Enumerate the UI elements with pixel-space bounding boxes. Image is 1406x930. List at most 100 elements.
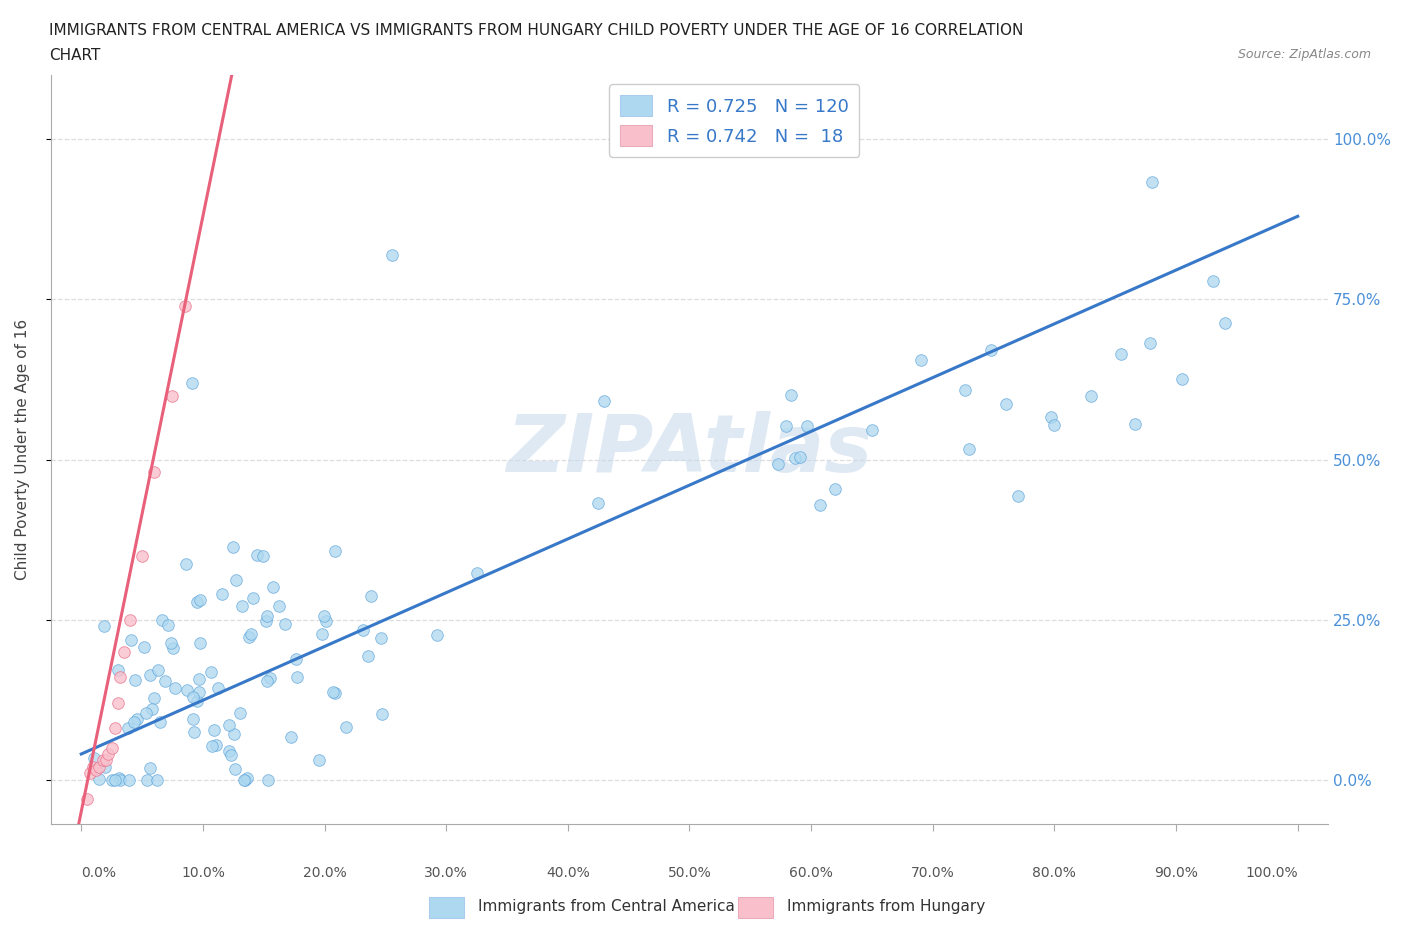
- Point: [783, 451, 806, 466]
- Point: [139, 761, 162, 776]
- Point: [218, 744, 240, 759]
- Point: [254, 614, 277, 629]
- Text: Source: ZipAtlas.com: Source: ZipAtlas.com: [1237, 48, 1371, 61]
- Point: [308, 752, 330, 767]
- Point: [256, 609, 278, 624]
- Point: [83, 751, 105, 765]
- Point: [91, 753, 114, 768]
- Point: [285, 670, 308, 684]
- Point: [200, 665, 222, 680]
- Point: [957, 442, 980, 457]
- Text: 0.0%: 0.0%: [82, 866, 117, 880]
- Point: [84, 763, 107, 777]
- Point: [1171, 372, 1194, 387]
- Point: [125, 711, 148, 726]
- Point: [118, 612, 141, 627]
- Point: [235, 771, 257, 786]
- Point: [225, 572, 247, 587]
- Point: [201, 738, 224, 753]
- Text: 40.0%: 40.0%: [546, 866, 589, 880]
- Point: [104, 721, 127, 736]
- Point: [190, 635, 212, 650]
- Point: [107, 696, 129, 711]
- Point: [162, 388, 184, 403]
- Point: [780, 388, 803, 403]
- Point: [360, 588, 382, 603]
- Point: [205, 737, 228, 752]
- Point: [108, 770, 131, 785]
- Point: [256, 673, 278, 688]
- Point: [381, 247, 404, 262]
- Point: [229, 705, 252, 720]
- Point: [132, 639, 155, 654]
- Point: [187, 684, 209, 699]
- Point: [768, 456, 790, 471]
- Point: [183, 689, 205, 704]
- Point: [145, 772, 167, 787]
- Point: [135, 706, 157, 721]
- Point: [465, 566, 488, 581]
- Point: [239, 627, 262, 642]
- Text: 60.0%: 60.0%: [789, 866, 834, 880]
- Point: [322, 684, 344, 699]
- Point: [181, 376, 204, 391]
- Point: [222, 727, 245, 742]
- Point: [136, 772, 159, 787]
- Point: [149, 715, 172, 730]
- Point: [124, 714, 146, 729]
- Point: [160, 635, 183, 650]
- Point: [1140, 175, 1163, 190]
- Point: [311, 627, 333, 642]
- Point: [188, 671, 211, 686]
- Point: [775, 418, 797, 433]
- Point: [1043, 418, 1066, 432]
- Point: [124, 672, 146, 687]
- Point: [141, 701, 163, 716]
- Text: IMMIGRANTS FROM CENTRAL AMERICA VS IMMIGRANTS FROM HUNGARY CHILD POVERTY UNDER T: IMMIGRANTS FROM CENTRAL AMERICA VS IMMIG…: [49, 23, 1024, 38]
- Point: [76, 791, 98, 806]
- Point: [242, 591, 264, 605]
- Point: [357, 648, 380, 663]
- Point: [186, 694, 208, 709]
- Point: [259, 671, 281, 685]
- Point: [370, 631, 392, 645]
- Point: [112, 644, 135, 659]
- Point: [100, 740, 122, 755]
- Point: [1109, 346, 1132, 361]
- Point: [280, 730, 302, 745]
- Point: [231, 599, 253, 614]
- Point: [163, 681, 186, 696]
- Point: [314, 609, 336, 624]
- Point: [139, 668, 162, 683]
- Text: 20.0%: 20.0%: [302, 866, 346, 880]
- Point: [246, 548, 269, 563]
- Point: [93, 760, 115, 775]
- Text: 70.0%: 70.0%: [911, 866, 955, 880]
- Point: [174, 557, 197, 572]
- Point: [101, 772, 124, 787]
- Point: [910, 352, 932, 367]
- Point: [789, 449, 811, 464]
- Point: [222, 540, 245, 555]
- Point: [108, 670, 131, 684]
- Point: [285, 651, 308, 666]
- Point: [796, 418, 818, 433]
- Point: [89, 771, 111, 786]
- Point: [352, 623, 374, 638]
- Point: [1201, 273, 1223, 288]
- Point: [93, 618, 115, 633]
- Point: [181, 711, 204, 726]
- Text: 100.0%: 100.0%: [1246, 866, 1298, 880]
- Point: [94, 753, 117, 768]
- Point: [426, 628, 449, 643]
- Point: [207, 681, 229, 696]
- Point: [808, 498, 831, 512]
- Point: [104, 772, 127, 787]
- Point: [232, 772, 254, 787]
- Point: [323, 543, 346, 558]
- Legend: R = 0.725   N = 120, R = 0.742   N =  18: R = 0.725 N = 120, R = 0.742 N = 18: [609, 85, 859, 157]
- Point: [79, 765, 101, 780]
- Text: 30.0%: 30.0%: [425, 866, 468, 880]
- Text: Immigrants from Central America: Immigrants from Central America: [478, 899, 735, 914]
- Point: [824, 482, 846, 497]
